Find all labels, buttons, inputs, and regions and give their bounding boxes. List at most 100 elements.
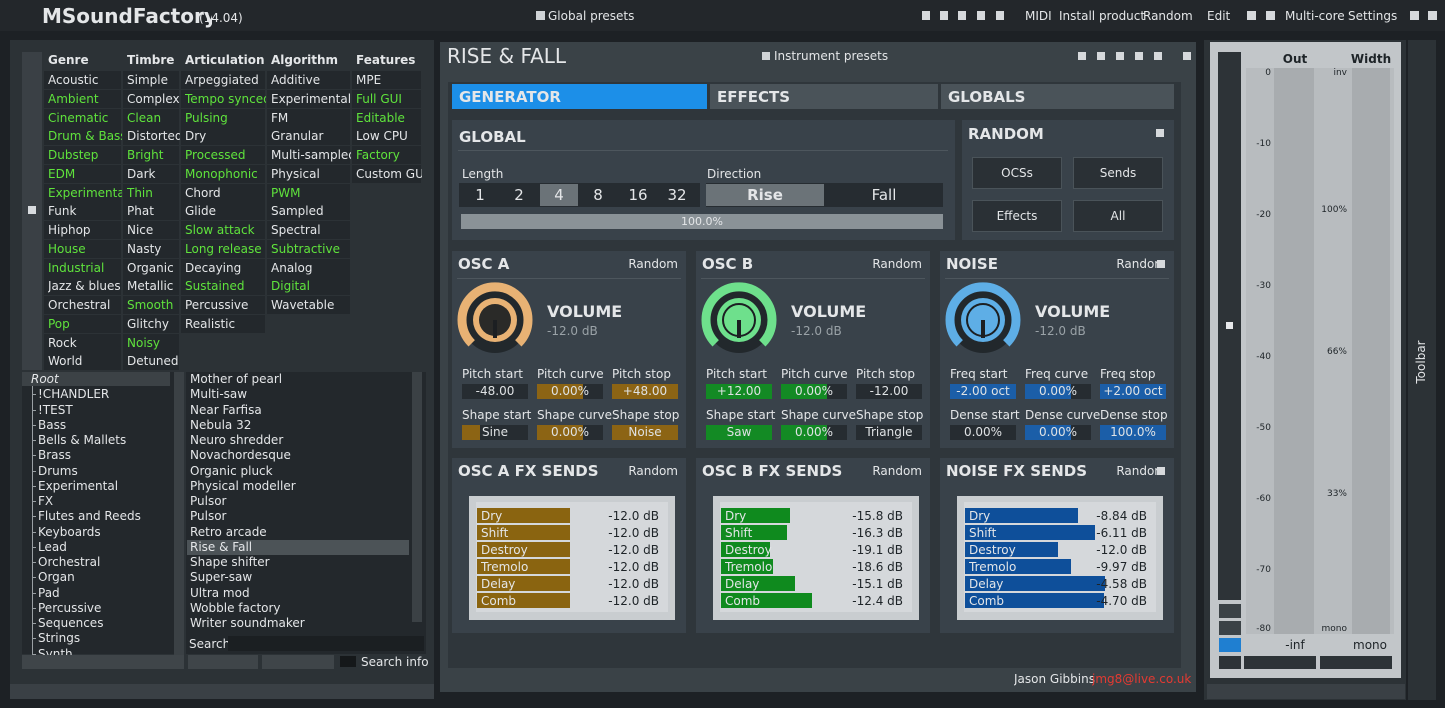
bottom-bar-right[interactable] (1207, 684, 1405, 699)
category-item[interactable]: Phat (127, 204, 154, 219)
browser-button[interactable] (262, 655, 334, 669)
category-item[interactable]: PWM (271, 185, 301, 200)
category-item[interactable]: House (48, 241, 86, 256)
param-value[interactable]: 0.00% (794, 384, 834, 398)
category-cell[interactable] (44, 333, 121, 352)
bottom-bar-left[interactable] (10, 684, 434, 699)
param-value[interactable]: 0.00% (1038, 425, 1078, 439)
preset-item[interactable]: Pulsor (190, 509, 227, 524)
param-value[interactable]: 100.0% (1110, 425, 1156, 439)
category-item[interactable]: Nasty (127, 241, 162, 256)
preset-nav-icon[interactable] (1097, 52, 1105, 60)
category-cell[interactable] (352, 127, 421, 146)
category-cell[interactable] (44, 296, 121, 314)
preset-item[interactable]: Retro arcade (190, 524, 267, 539)
preset-item[interactable]: Wobble factory (190, 600, 281, 615)
volume-knob[interactable] (701, 282, 777, 358)
preset-item[interactable]: Writer soundmaker (190, 616, 305, 630)
category-item[interactable]: Pulsing (185, 110, 228, 125)
tree-item[interactable]: !CHANDLER (38, 387, 110, 402)
tab-label[interactable]: EFFECTS (717, 87, 791, 106)
category-cell[interactable] (44, 314, 121, 333)
preset-item[interactable]: Near Farfisa (190, 402, 262, 417)
category-cell[interactable] (44, 202, 121, 221)
category-item[interactable]: Processed (185, 148, 246, 162)
param-value[interactable]: Triangle (865, 425, 913, 439)
preset-nav-icon[interactable] (1078, 52, 1086, 60)
category-item[interactable]: Low CPU (356, 129, 408, 144)
category-cell[interactable] (267, 239, 350, 258)
category-cell[interactable] (123, 127, 179, 146)
category-cell[interactable] (44, 277, 121, 296)
menu-item[interactable]: Multi-core (1285, 9, 1345, 23)
search-info[interactable]: Search info (361, 655, 429, 669)
category-item[interactable]: Spectral (271, 223, 321, 237)
category-cell[interactable] (44, 183, 121, 202)
tree-item[interactable]: Bells & Mallets (38, 433, 127, 447)
category-cell[interactable] (123, 277, 179, 296)
category-item[interactable]: Long release (185, 241, 262, 256)
fader-handle[interactable] (1226, 322, 1233, 329)
category-cell[interactable] (44, 71, 121, 89)
category-item[interactable]: Granular (271, 129, 324, 144)
category-item[interactable]: World (48, 354, 83, 369)
category-item[interactable]: Dark (127, 166, 156, 181)
tree-item[interactable]: Drums (38, 463, 78, 478)
preset-nav-icon[interactable] (1116, 52, 1124, 60)
volume-knob[interactable] (457, 282, 533, 358)
menu-item[interactable]: Edit (1207, 9, 1231, 23)
param-value[interactable]: +48.00 (622, 384, 668, 398)
category-cell[interactable] (181, 221, 265, 239)
category-item[interactable]: Ambient (48, 91, 99, 106)
category-item[interactable]: Glitchy (127, 316, 169, 331)
category-cell[interactable] (181, 108, 265, 127)
tree-item[interactable]: Experimental (38, 478, 119, 493)
toolbar-icon[interactable] (1428, 11, 1437, 20)
category-item[interactable]: Digital (271, 279, 310, 294)
category-cell[interactable] (181, 296, 265, 314)
preset-item[interactable]: Shape shifter (190, 555, 270, 569)
tree-item[interactable]: Bass (38, 417, 67, 432)
category-cell[interactable] (267, 108, 350, 127)
category-cell[interactable] (267, 183, 350, 202)
preset-item[interactable]: Neuro shredder (190, 433, 284, 447)
preset-nav-icon[interactable] (922, 11, 930, 20)
preset-nav-icon[interactable] (977, 11, 985, 20)
random-button[interactable] (972, 157, 1062, 189)
category-item[interactable]: Funk (48, 204, 77, 219)
category-item[interactable]: Nice (127, 223, 154, 237)
toolbar-icon[interactable] (1247, 11, 1256, 20)
param-value[interactable]: -12.00 (869, 384, 909, 398)
preset-item[interactable]: Multi-saw (190, 387, 248, 402)
meter-bottom-button[interactable] (1244, 656, 1316, 669)
category-cell[interactable] (181, 146, 265, 164)
preset-item[interactable]: Ultra mod (190, 585, 250, 600)
category-item[interactable]: Custom GUI (356, 166, 422, 181)
category-cell[interactable] (181, 71, 265, 89)
random-button[interactable]: Random (1116, 257, 1166, 271)
param-value[interactable]: -2.00 oct (956, 384, 1010, 398)
category-item[interactable]: Dry (185, 129, 207, 144)
random-button[interactable]: Random (628, 464, 678, 478)
menu-item[interactable]: Install product (1059, 9, 1146, 23)
category-item[interactable]: FM (271, 110, 289, 125)
category-item[interactable]: Additive (271, 73, 321, 87)
category-cell[interactable] (123, 108, 179, 127)
category-item[interactable]: Dubstep (48, 148, 99, 162)
category-item[interactable]: Editable (356, 110, 405, 125)
category-cell[interactable] (267, 164, 350, 183)
category-item[interactable]: Distorted (127, 129, 180, 144)
category-cell[interactable] (267, 127, 350, 146)
menu-item[interactable]: Random (1143, 9, 1193, 23)
category-cell[interactable] (267, 277, 350, 296)
meter-button[interactable] (1219, 638, 1241, 652)
tree-item[interactable]: Brass (38, 448, 72, 463)
param-value[interactable]: +12.00 (716, 384, 762, 398)
category-item[interactable]: Factory (356, 148, 400, 162)
category-item[interactable]: Metallic (127, 279, 174, 294)
random-button-label[interactable]: Effects (996, 209, 1038, 223)
tree-item[interactable]: !TEST (38, 402, 73, 417)
send-bar[interactable] (477, 508, 571, 523)
send-bar[interactable] (477, 559, 571, 574)
send-bar[interactable] (965, 576, 1106, 591)
